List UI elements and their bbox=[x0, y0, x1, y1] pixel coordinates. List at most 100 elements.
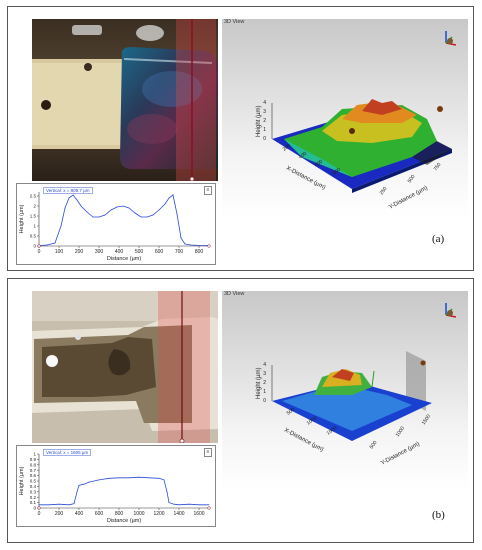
panel-a: 3D View 0 1 2 3 bbox=[7, 6, 474, 271]
end-marker[interactable] bbox=[207, 506, 211, 510]
3d-x-ticks-b: 500 1000 1500 bbox=[286, 407, 339, 437]
3d-y-tick: 500 bbox=[369, 440, 379, 450]
3d-height-tick: 1 bbox=[263, 389, 266, 395]
profile-point bbox=[166, 491, 168, 493]
profile-point bbox=[116, 206, 118, 208]
y-tick-label: 0.6 bbox=[30, 473, 37, 478]
3d-height-label: Height (µm) bbox=[256, 106, 262, 137]
y-tick-label: 2 bbox=[33, 204, 36, 209]
y-tick-label: 0.7 bbox=[30, 468, 37, 473]
profile-point bbox=[38, 504, 40, 506]
profile-point bbox=[158, 209, 160, 211]
start-marker[interactable] bbox=[37, 244, 41, 248]
3d-height-tick: 3 bbox=[263, 109, 266, 115]
profile-point bbox=[78, 484, 80, 486]
y-tick-label: 0.3 bbox=[30, 489, 37, 494]
3d-x-tick: 800 bbox=[332, 167, 342, 177]
y-tick-label: 2.5 bbox=[30, 194, 37, 199]
x-tick-label: 700 bbox=[175, 249, 184, 255]
profile-point bbox=[134, 212, 136, 214]
y-tick-label: 0.2 bbox=[30, 495, 37, 500]
y-tick-label: 1.5 bbox=[30, 214, 37, 219]
plot-menu-icon[interactable]: ≡ bbox=[204, 448, 212, 457]
x-tick-label: 0 bbox=[38, 249, 41, 255]
profile-point bbox=[72, 194, 74, 196]
cursor-readout: Vertical: x = 809.7 µm bbox=[43, 187, 93, 194]
profile-point bbox=[118, 477, 120, 479]
x-tick-label: 200 bbox=[75, 249, 84, 255]
profile-point bbox=[110, 209, 112, 211]
micrograph-b bbox=[32, 291, 218, 443]
profile-point bbox=[148, 477, 150, 479]
x-tick-label: 500 bbox=[135, 249, 144, 255]
y-axis-label: Height (µm) bbox=[19, 466, 25, 495]
3d-y-tick: 1500 bbox=[421, 413, 432, 426]
3d-height-tick: 4 bbox=[263, 362, 266, 368]
profile-line bbox=[38, 194, 210, 246]
3d-height-label: Height (µm) bbox=[256, 368, 262, 399]
profile-point bbox=[60, 225, 62, 227]
profile-line bbox=[39, 476, 209, 506]
profile-point bbox=[98, 216, 100, 218]
x-axis-label: Distance (µm) bbox=[107, 256, 142, 262]
3d-view-a[interactable]: 3D View 0 1 2 3 bbox=[222, 19, 468, 219]
profile-point bbox=[140, 216, 142, 218]
profile-point bbox=[188, 503, 190, 505]
profile-point bbox=[86, 211, 88, 213]
3d-x-ticks-a: 200 400 600 800 bbox=[282, 143, 342, 177]
3d-y-tick: 750 bbox=[433, 162, 443, 172]
profile-point bbox=[68, 197, 70, 199]
profile-point bbox=[76, 491, 78, 493]
micrograph-a bbox=[32, 19, 218, 181]
3d-view-label: 3D View bbox=[224, 291, 245, 297]
y-tick-label: 1 bbox=[33, 224, 36, 229]
profile-point bbox=[190, 244, 192, 246]
y-tick-label: 0.1 bbox=[30, 500, 37, 505]
profile-point bbox=[178, 504, 180, 506]
profile-point bbox=[172, 194, 174, 196]
y-tick-label: 0.8 bbox=[30, 462, 37, 467]
3d-y-tick: 500 bbox=[407, 174, 417, 184]
profile-point bbox=[46, 244, 48, 246]
x-tick-label: 800 bbox=[115, 511, 124, 517]
axes-gizmo-icon[interactable] bbox=[438, 299, 460, 321]
profile-point bbox=[168, 197, 170, 199]
3d-view-label: 3D View bbox=[224, 19, 245, 25]
x-tick-label: 600 bbox=[155, 249, 164, 255]
3d-height-tick: 0 bbox=[263, 398, 266, 404]
x-axis-label: Distance (µm) bbox=[107, 518, 142, 524]
profile-plot-b[interactable]: Vertical: x = 1605 µm ≡ 0 200 400 600 800 100… bbox=[16, 445, 216, 527]
start-marker[interactable] bbox=[37, 506, 41, 510]
3d-height-tick: 0 bbox=[263, 136, 266, 142]
profile-point bbox=[180, 237, 182, 239]
3d-height-tick: 2 bbox=[263, 380, 266, 386]
profile-point bbox=[92, 216, 94, 218]
profile-point bbox=[83, 483, 85, 485]
x-tick-label: 1400 bbox=[173, 511, 184, 517]
x-tick-label: 1000 bbox=[133, 511, 144, 517]
profile-point bbox=[173, 503, 175, 505]
3d-view-b[interactable]: 3D View 0 1 2 3 4 Height (µm) bbox=[222, 291, 468, 491]
profile-point bbox=[168, 502, 170, 503]
axes-gizmo-icon[interactable] bbox=[438, 27, 460, 49]
3d-height-tick: 2 bbox=[263, 118, 266, 124]
profile-point bbox=[128, 477, 130, 479]
profile-point bbox=[138, 476, 140, 478]
3d-x-tick: 400 bbox=[298, 151, 308, 161]
profile-plot-a[interactable]: Vertical: x = 809.7 µm ≡ 0 100 200 300 400 50… bbox=[16, 183, 216, 265]
3d-x-tick: 1500 bbox=[326, 425, 339, 436]
y-axis-label: Height (µm) bbox=[19, 204, 25, 233]
x-tick-label: 200 bbox=[55, 511, 64, 517]
profile-point bbox=[64, 207, 66, 209]
plot-menu-icon[interactable]: ≡ bbox=[204, 186, 212, 195]
profile-point bbox=[68, 504, 70, 506]
x-tick-label: 1600 bbox=[193, 511, 204, 517]
y-tick-label: 1 bbox=[33, 452, 36, 457]
profile-point bbox=[146, 216, 148, 218]
end-marker[interactable] bbox=[207, 244, 211, 248]
profile-point bbox=[88, 481, 90, 483]
3d-y-tick: 250 bbox=[379, 186, 389, 196]
profile-point bbox=[184, 243, 186, 245]
3d-y-ticks-b: 500 1000 1500 bbox=[369, 413, 432, 450]
panel-letter: (a) bbox=[432, 233, 445, 245]
